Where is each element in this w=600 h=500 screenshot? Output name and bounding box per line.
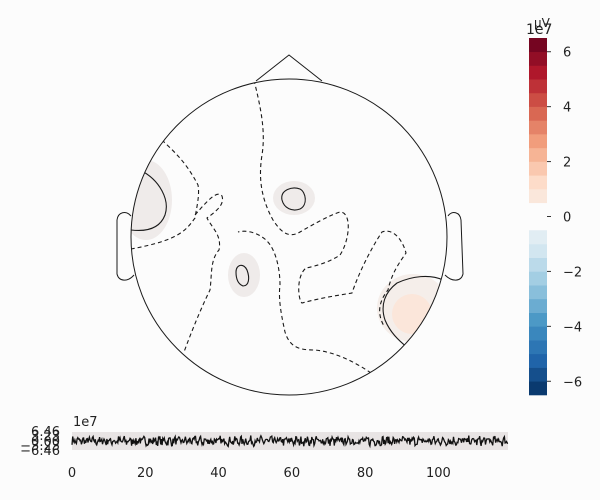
colorbar-cell [529,51,547,66]
colorbar-cell [529,230,547,245]
colorbar-tick-label: 0 [563,211,571,226]
timeseries-panel: 1e7 6.463.230.00−3.23−6.46 0 20 40 60 80 100 [20,415,509,481]
colorbar-cell [529,92,547,107]
colorbar-cell [529,106,547,121]
timeseries-xtick-label: 40 [210,466,227,481]
contour-dashed-bottom [237,230,372,374]
contour-dashed-top [253,79,407,327]
contour-solid-right [382,275,444,349]
timeseries-ytick-label: −3.23 [20,439,60,454]
head-outline [116,54,464,396]
colorbar-tick-label: −4 [563,320,582,335]
colorbar-cell [529,298,547,313]
contours-positive [131,169,444,349]
colorbar-exponent-label: 1e7 [526,22,552,38]
left-ear [116,212,135,281]
colorbar-cell [529,189,547,204]
field-blob-left [131,160,172,240]
colorbar-cell [529,340,547,355]
colorbar-tick-label: 4 [563,101,571,116]
right-ear [444,212,464,281]
colorbar-tick-label: −2 [563,265,582,280]
colorbar-cell [529,134,547,149]
colorbar-cell [529,38,547,53]
colorbar-cell [529,120,547,135]
timeseries-xtick-label: 60 [284,466,301,481]
timeseries-trace [71,434,509,449]
head-circle [130,78,448,396]
colorbar-cell [529,147,547,162]
topomap-fill [131,79,447,395]
contour-solid-left [131,169,167,232]
colorbar-tick-label: 2 [563,156,571,171]
contour-solid-center-left [235,264,250,287]
timeseries-ytick-label: 0.00 [31,435,60,450]
timeseries-yticks: 6.463.230.00−3.23−6.46 [20,425,60,459]
colorbar-cell [529,65,547,80]
timeseries-xticks: 0 20 40 60 80 100 [68,466,451,481]
timeseries-xtick-label: 80 [357,466,374,481]
timeseries-ytick-label: −6.46 [20,444,60,459]
field-blob-right-inner [392,294,432,334]
colorbar-cell [529,175,547,190]
colorbar-tick-label: 6 [563,46,571,61]
colorbar-ticks: 6 4 2 0 −2 −4 −6 [547,46,582,390]
colorbar-cell [529,353,547,368]
colorbar-cell [529,285,547,300]
timeseries-xtick-label: 20 [137,466,154,481]
colorbar-cell [529,312,547,327]
timeseries-exponent-label: 1e7 [73,415,98,430]
colorbar-cell [529,271,547,286]
head-background [131,79,447,395]
colorbar-cell [529,161,547,176]
timeseries-ytick-label: 3.23 [31,429,60,444]
colorbar-cell [529,326,547,341]
colorbar-cell [529,243,547,258]
colorbar-cell [529,79,547,94]
contour-dashed-left [131,139,200,250]
colorbar-cell [529,381,547,396]
contour-dashed-mid [183,193,224,353]
field-blob-center-top [273,181,315,215]
timeseries-xtick-label: 100 [426,466,451,481]
colorbar-tick-label: −6 [563,375,582,390]
field-blob-center-left [228,253,260,297]
colorbar-cells [529,38,547,396]
colorbar-unit-glyph: µV [534,16,551,30]
timeseries-xtick-label: 0 [68,466,76,481]
topomap [116,54,464,396]
nose [255,54,323,82]
colorbar-cell [529,367,547,382]
colorbar: µV 1e7 6 4 2 0 −2 −4 −6 [526,16,582,396]
contour-solid-center-top [281,187,306,211]
timeseries-ytick-label: 6.46 [31,425,60,440]
contours-negative [131,79,407,374]
colorbar-cell [529,257,547,272]
